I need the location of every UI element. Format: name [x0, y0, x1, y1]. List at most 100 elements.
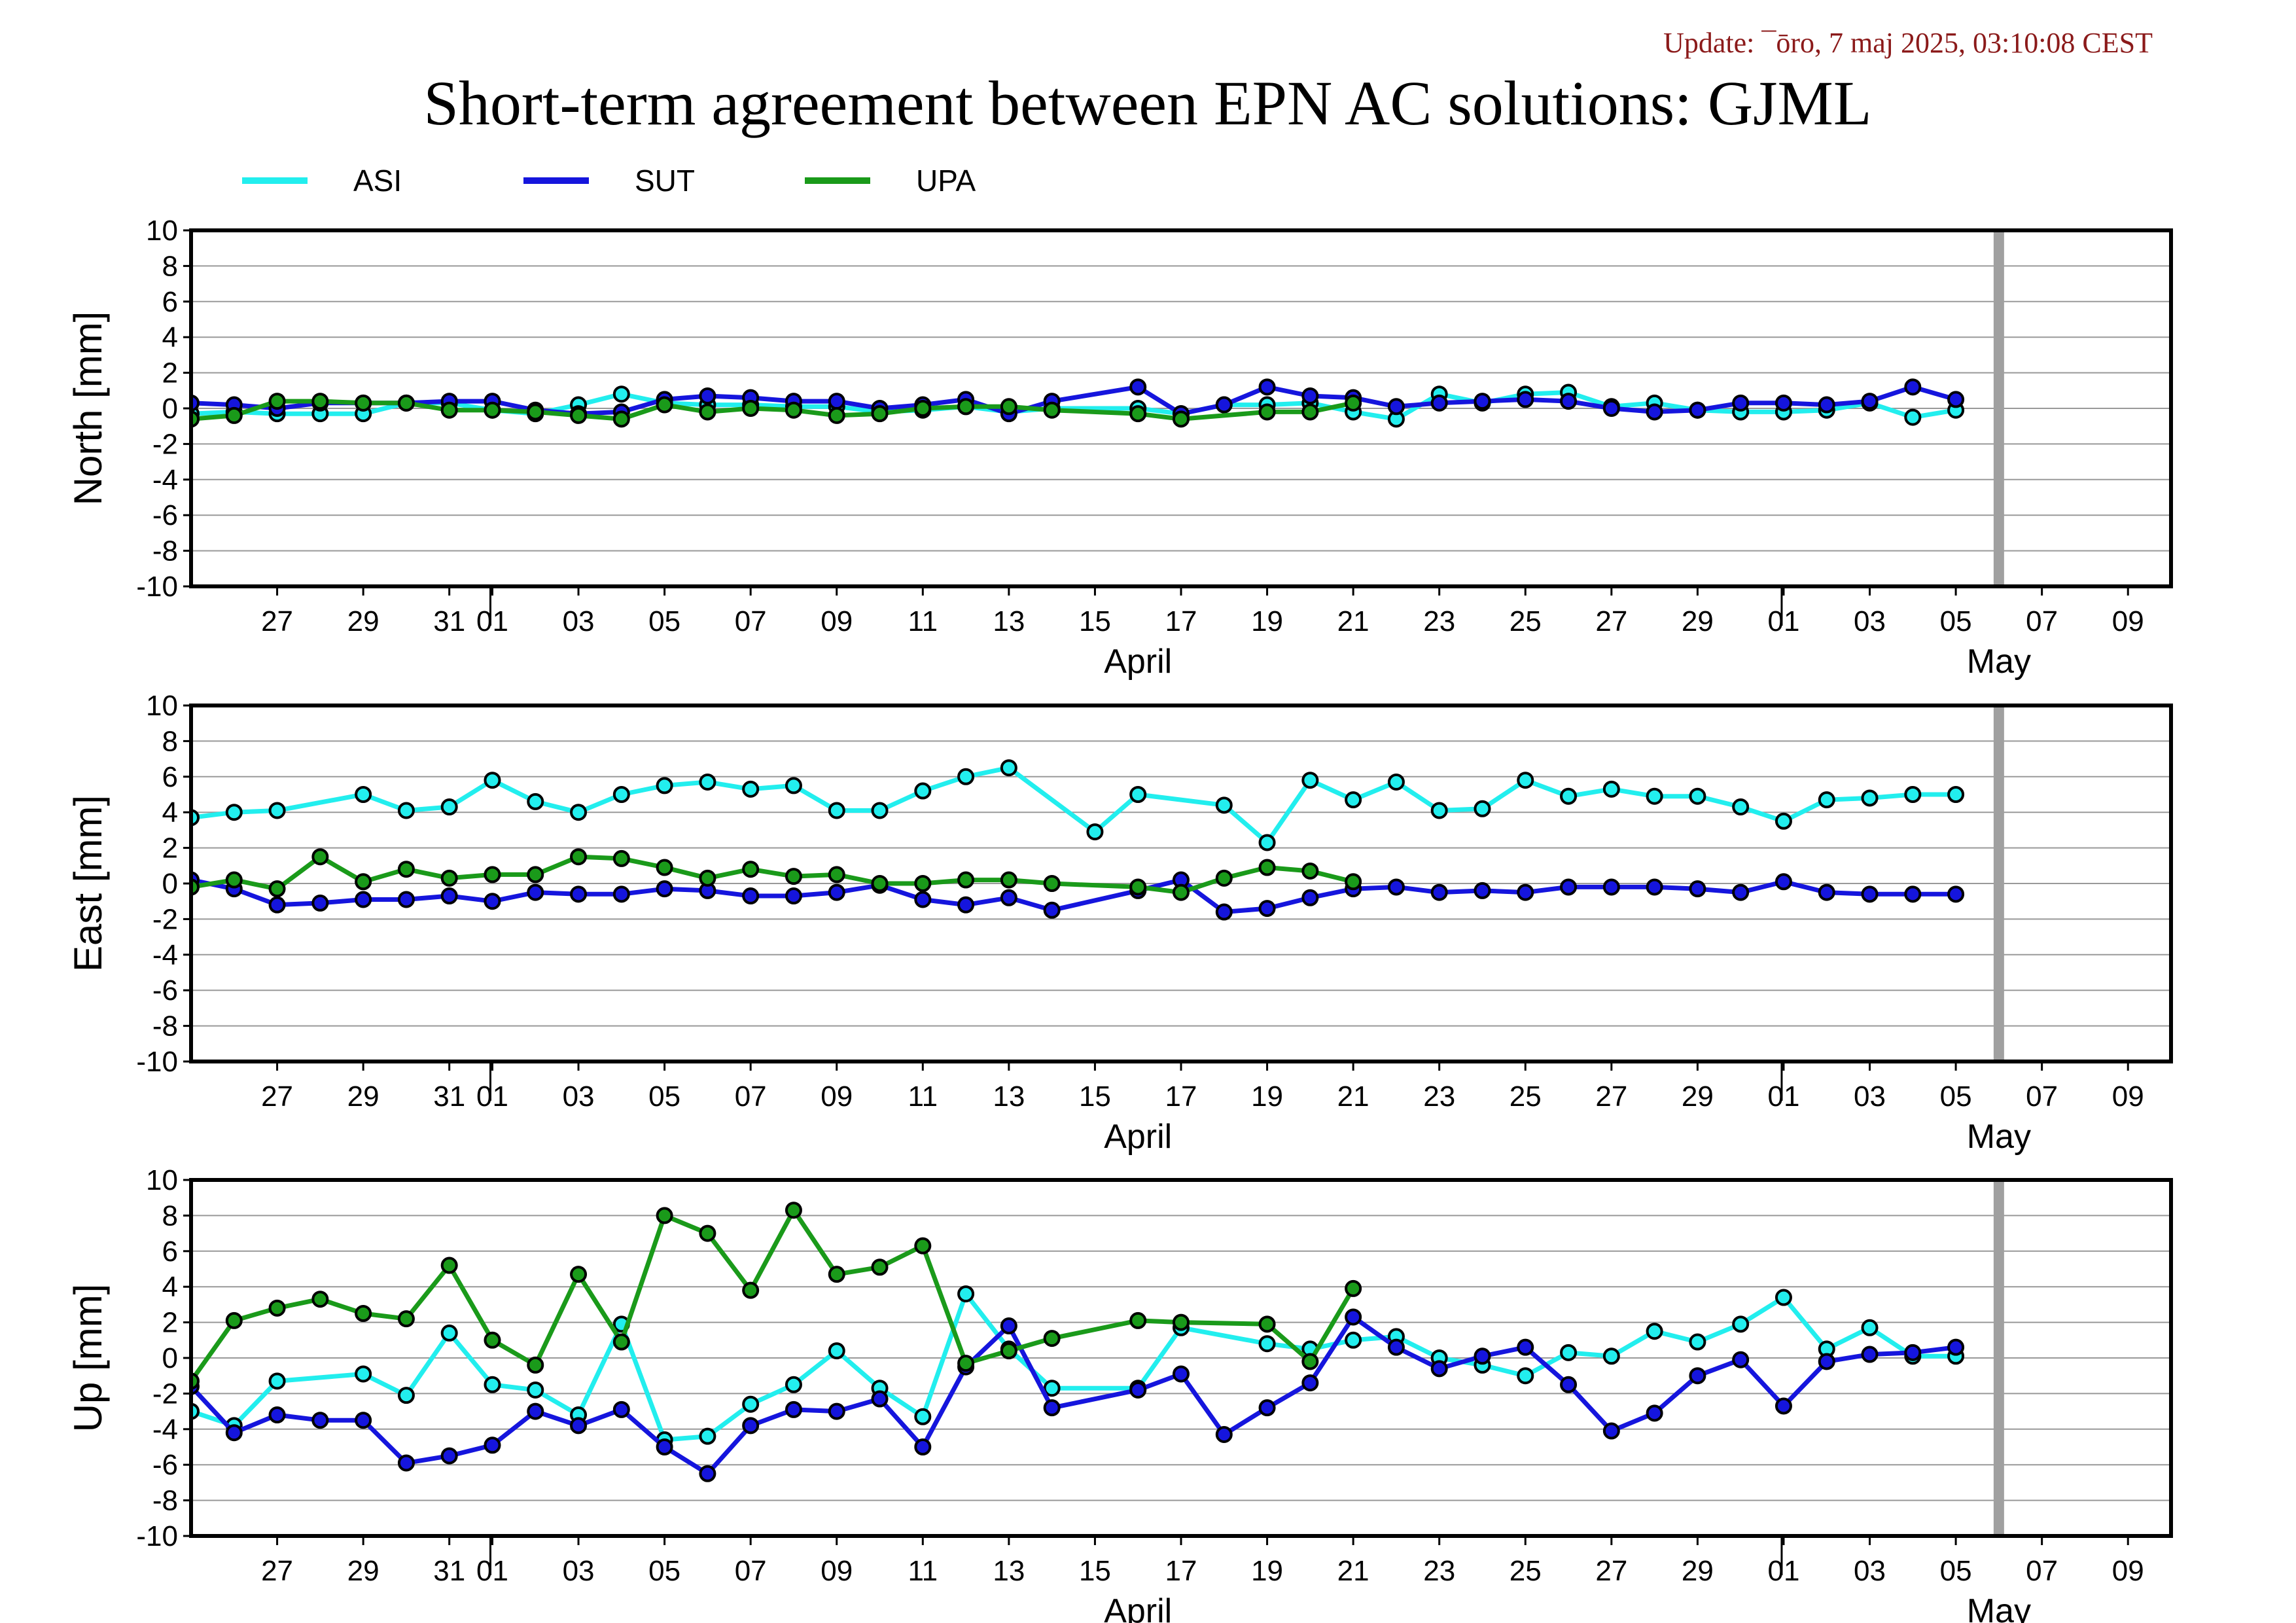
data-point-upa	[311, 1291, 329, 1308]
data-point-asi	[699, 1427, 716, 1445]
data-point-sut	[268, 1406, 286, 1424]
data-point-asi	[656, 777, 673, 794]
data-point-asi	[1775, 812, 1792, 830]
x-tick-label: 03	[563, 1555, 595, 1587]
data-point-sut	[1173, 1365, 1190, 1383]
data-point-upa	[1000, 871, 1017, 889]
y-tick-label: 6	[162, 761, 178, 793]
data-point-sut	[268, 896, 286, 914]
data-point-sut	[311, 894, 329, 912]
data-point-upa	[1345, 394, 1362, 412]
series-upa	[191, 393, 1362, 428]
data-point-sut	[1732, 883, 1750, 901]
legend: ASI SUT UPA	[242, 164, 976, 198]
data-point-sut	[1775, 873, 1792, 891]
x-tick-label: 29	[347, 1555, 380, 1587]
x-tick-label: 13	[993, 1555, 1025, 1587]
data-point-asi	[1129, 786, 1147, 803]
data-point-asi	[527, 1381, 544, 1399]
data-point-upa	[1301, 862, 1319, 880]
y-tick-label: -2	[152, 1378, 178, 1410]
data-point-sut	[656, 880, 673, 898]
y-tick-label: 10	[146, 1164, 178, 1196]
plot-frame	[189, 704, 2173, 1063]
data-point-upa	[484, 1331, 501, 1349]
data-point-sut	[484, 893, 501, 910]
data-point-upa	[225, 406, 243, 424]
y-tick-label: -4	[152, 464, 178, 496]
series-line-asi	[191, 1291, 1956, 1442]
y-tick-label: -8	[152, 1010, 178, 1043]
data-point-sut	[1947, 391, 1965, 408]
legend-label: ASI	[353, 164, 402, 198]
data-point-upa	[484, 401, 501, 419]
data-point-asi	[1345, 791, 1362, 809]
y-axis-label: North [mm]	[66, 312, 110, 506]
data-point-upa	[1301, 403, 1319, 421]
x-tick-label: 29	[1682, 605, 1714, 637]
data-point-sut	[1775, 1397, 1792, 1415]
data-point-upa	[1173, 410, 1190, 428]
data-point-sut	[1474, 393, 1491, 410]
data-point-sut	[914, 891, 932, 908]
data-point-sut	[1602, 400, 1620, 417]
x-tick-label: 01	[1767, 605, 1799, 637]
data-point-upa	[570, 848, 588, 866]
data-point-asi	[1086, 823, 1104, 841]
data-point-upa	[1215, 869, 1233, 887]
data-point-upa	[957, 871, 975, 889]
data-point-asi	[1904, 786, 1922, 803]
data-point-upa	[1345, 873, 1362, 891]
y-axis-label: East [mm]	[66, 795, 110, 972]
data-point-asi	[1646, 787, 1663, 805]
data-point-sut	[1947, 885, 1965, 903]
data-point-upa	[1345, 1279, 1362, 1297]
data-point-asi	[484, 1376, 501, 1393]
y-tick-label: -6	[152, 499, 178, 531]
x-tick-label: 01	[476, 1080, 508, 1113]
data-point-sut	[828, 1402, 845, 1420]
y-tick-label: 4	[162, 796, 178, 829]
month-label: April	[1104, 1592, 1172, 1623]
data-point-upa	[397, 394, 415, 412]
data-point-upa	[1000, 1342, 1017, 1360]
y-tick-label: 10	[146, 690, 178, 722]
data-point-upa	[1000, 398, 1017, 416]
data-point-upa	[1043, 875, 1061, 892]
data-point-upa	[1043, 1330, 1061, 1347]
data-point-upa	[570, 1266, 588, 1283]
data-point-sut	[1861, 885, 1879, 903]
data-point-sut	[828, 883, 845, 901]
x-tick-label: 07	[735, 605, 767, 637]
x-tick-label: 21	[1337, 1555, 1369, 1587]
data-point-asi	[742, 1395, 760, 1413]
data-point-asi	[1560, 787, 1578, 805]
data-point-upa	[828, 866, 845, 883]
data-point-sut	[1129, 1381, 1147, 1399]
x-tick-label: 09	[2112, 605, 2144, 637]
data-point-asi	[397, 802, 415, 819]
data-point-sut	[1861, 393, 1879, 410]
data-point-sut	[1345, 1308, 1362, 1326]
data-point-sut	[957, 896, 975, 914]
y-tick-label: 4	[162, 1271, 178, 1303]
y-tick-label: -10	[136, 571, 178, 603]
data-point-asi	[1258, 834, 1276, 851]
data-point-sut	[1387, 398, 1405, 416]
data-point-upa	[397, 861, 415, 878]
data-point-sut	[1689, 880, 1706, 898]
data-point-sut	[1474, 882, 1491, 899]
data-point-asi	[1517, 772, 1534, 789]
y-tick-label: -4	[152, 1414, 178, 1446]
y-tick-label: 8	[162, 250, 178, 282]
data-point-upa	[957, 1355, 975, 1372]
data-point-sut	[1775, 394, 1792, 412]
data-point-sut	[1000, 889, 1017, 906]
y-tick-label: 0	[162, 1342, 178, 1374]
data-point-sut	[612, 1400, 630, 1418]
data-point-asi	[612, 786, 630, 803]
x-tick-label: 09	[821, 1555, 853, 1587]
data-point-asi	[1517, 1367, 1534, 1385]
